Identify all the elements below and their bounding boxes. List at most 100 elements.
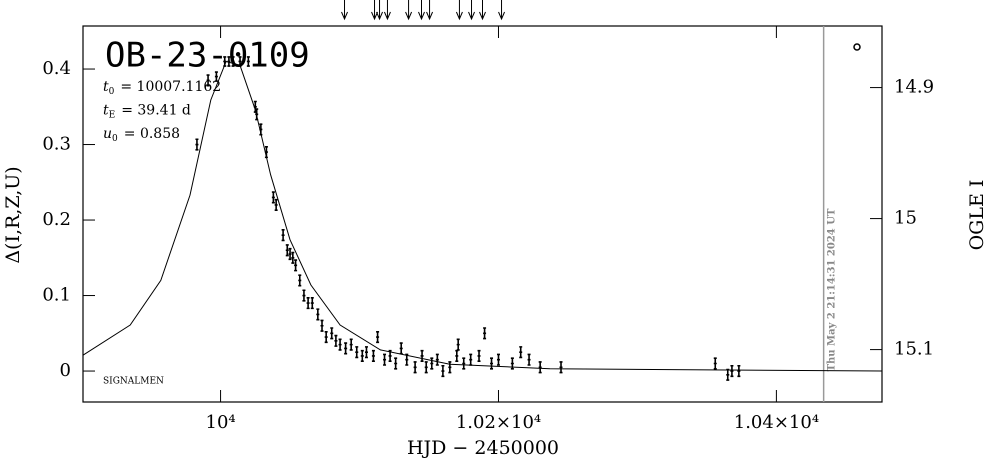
- data-point: [420, 349, 424, 363]
- param-value: = 39.41 d: [121, 103, 191, 119]
- data-point: [316, 308, 320, 321]
- observation-arrow: [455, 0, 463, 21]
- data-point: [330, 327, 334, 340]
- y2-tick-label: 14.9: [894, 77, 934, 98]
- param-value: = 10007.1162: [120, 79, 221, 95]
- observation-arrow: [468, 0, 475, 21]
- data-point: [376, 330, 380, 344]
- data-point: [281, 229, 285, 242]
- data-point: [456, 338, 460, 351]
- chart-title: OB-23-0109: [105, 36, 310, 76]
- y2-tick-label: 15.1: [894, 339, 934, 360]
- param-symbol: u: [103, 126, 112, 142]
- data-point: [360, 349, 364, 363]
- data-point: [306, 297, 310, 310]
- software-label: SIGNALMEN: [103, 377, 164, 387]
- y-tick-label: 0: [60, 360, 71, 381]
- data-point: [320, 319, 324, 332]
- observation-arrow: [371, 0, 378, 21]
- data-point: [344, 342, 348, 355]
- data-point: [441, 364, 445, 378]
- data-point: [388, 349, 392, 363]
- param-symbol: t: [103, 103, 109, 119]
- data-point: [519, 346, 523, 359]
- data-point: [469, 353, 473, 366]
- data-point: [298, 274, 302, 287]
- x-tick-label: 1.02×10⁴: [456, 412, 541, 433]
- data-point: [726, 368, 730, 381]
- data-point: [294, 259, 298, 272]
- data-point: [477, 349, 481, 363]
- data-point: [538, 361, 542, 374]
- data-point: [455, 349, 459, 363]
- data-point: [195, 138, 199, 151]
- data-point: [430, 357, 434, 370]
- data-point: [259, 123, 263, 136]
- param-value: = 0.858: [124, 126, 180, 142]
- data-point: [227, 56, 231, 67]
- data-point: [424, 361, 428, 374]
- data-point: [238, 56, 242, 67]
- observation-arrow: [498, 0, 505, 21]
- data-point: [394, 357, 398, 370]
- data-point: [206, 74, 210, 87]
- y-tick-label: 0.2: [42, 209, 71, 230]
- data-point: [559, 361, 563, 374]
- y-tick-label: 0.4: [42, 58, 71, 79]
- param-subscript: E: [109, 110, 116, 120]
- data-point: [291, 251, 295, 264]
- data-point: [355, 346, 359, 359]
- data-point: [413, 361, 417, 374]
- data-point: [730, 364, 734, 378]
- data-point: [334, 334, 338, 347]
- data-point: [490, 357, 494, 370]
- timestamp: Thu May 2 21:14:31 2024 UT: [827, 208, 838, 371]
- data-point: [264, 146, 268, 159]
- data-point: [364, 346, 368, 359]
- legend-symbol: [853, 43, 861, 51]
- data-point: [462, 357, 466, 370]
- data-point: [349, 338, 353, 351]
- data-point: [713, 357, 717, 370]
- data-point: [231, 56, 235, 67]
- x-tick-label: 1.04×10⁴: [734, 412, 819, 433]
- y-tick-label: 0.1: [42, 285, 71, 306]
- data-point: [253, 100, 257, 113]
- observation-arrow: [405, 0, 413, 21]
- data-point: [448, 361, 452, 374]
- param-symbol: t: [103, 79, 109, 95]
- y-tick-label: 0.3: [42, 134, 71, 155]
- data-point: [271, 191, 275, 204]
- data-point: [383, 353, 387, 366]
- data-point: [246, 56, 250, 67]
- param-subscript: 0: [109, 87, 115, 97]
- parameter: tE = 39.41 d: [103, 103, 191, 121]
- x-tick-label: 10⁴: [206, 412, 236, 433]
- observation-arrow: [376, 0, 383, 21]
- data-point: [371, 349, 375, 363]
- y-axis-label: Δ(I,R,Z,U): [2, 166, 24, 263]
- param-subscript: 0: [112, 134, 118, 144]
- parameter: t0 = 10007.1162: [103, 79, 221, 97]
- data-point: [310, 297, 314, 310]
- data-point: [496, 353, 500, 366]
- observation-arrow: [418, 0, 425, 21]
- observation-arrow: [426, 0, 434, 21]
- data-point: [399, 342, 403, 355]
- data-point: [255, 108, 259, 121]
- data-point: [285, 244, 289, 257]
- parameter: u0 = 0.858: [103, 126, 180, 144]
- y2-axis-label: OGLE I: [966, 180, 986, 251]
- data-point: [223, 56, 227, 67]
- data-point: [737, 364, 741, 378]
- observation-arrow: [479, 0, 486, 21]
- data-point: [324, 330, 328, 344]
- x-axis-label: HJD − 2450000: [407, 437, 559, 459]
- y2-tick-label: 15: [894, 208, 917, 229]
- observation-arrow: [341, 0, 348, 21]
- data-point: [338, 338, 342, 351]
- data-point: [483, 327, 487, 340]
- data-point: [288, 247, 292, 261]
